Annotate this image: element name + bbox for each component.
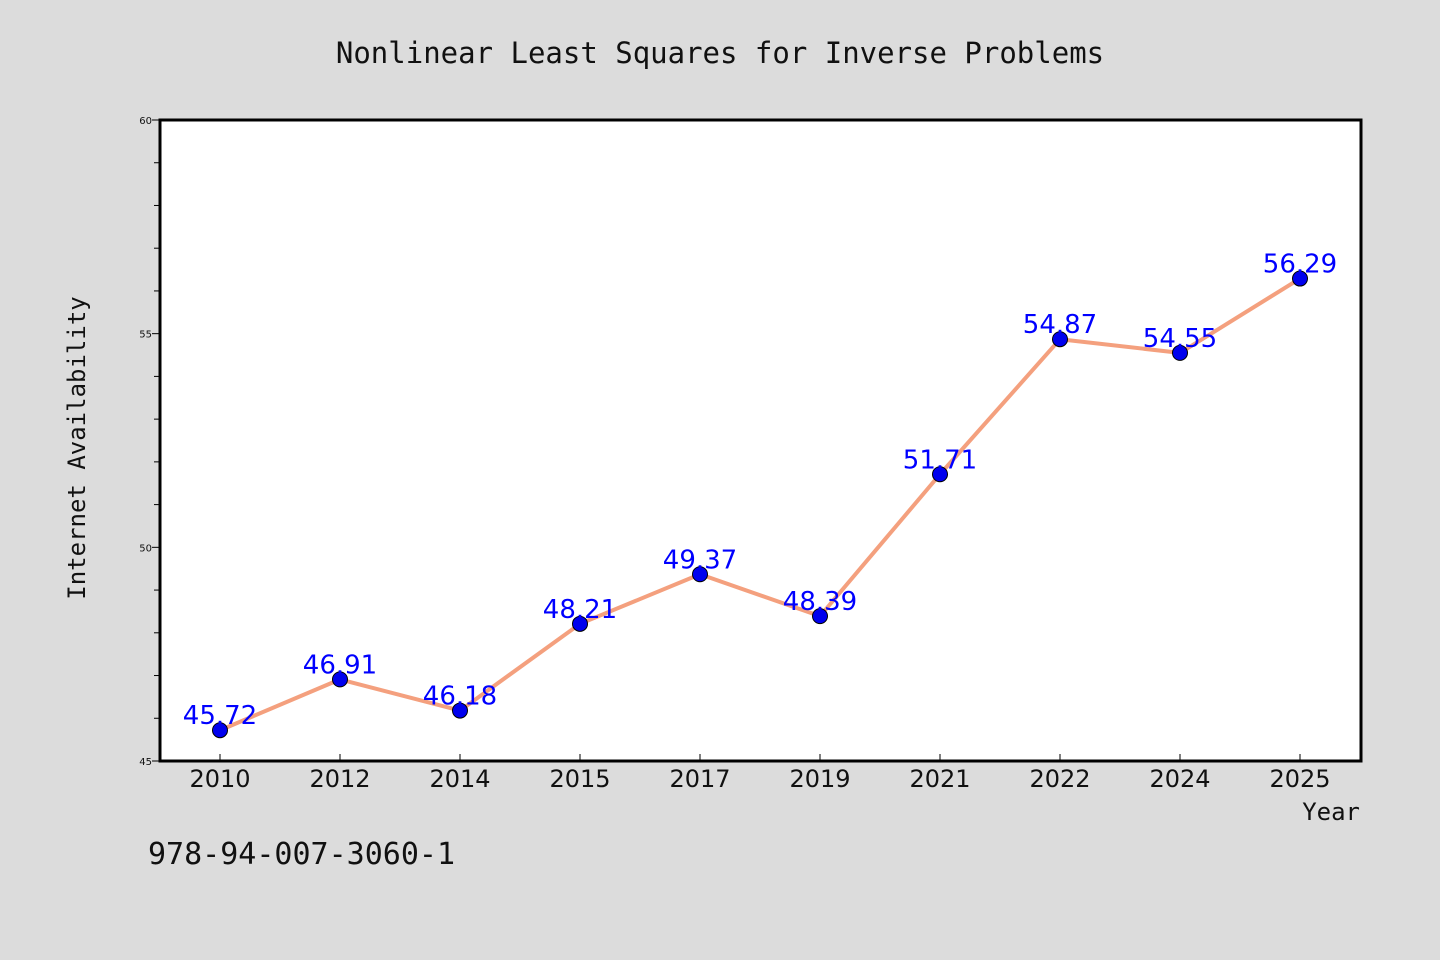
data-label: 56.29	[1263, 250, 1337, 280]
x-tick-label: 2015	[549, 765, 610, 793]
y-tick-label: 60	[139, 116, 152, 127]
y-tick-label: 55	[139, 330, 152, 341]
y-axis-ticks: 45 50 55 60	[139, 116, 160, 768]
data-point	[1052, 331, 1068, 348]
data-point	[212, 722, 228, 739]
x-tick-label: 2025	[1269, 765, 1330, 793]
data-labels: 45.72 46.91 46.18 48.21 49.37 48.39 51.71 54.87…	[183, 250, 1337, 732]
data-point	[1172, 344, 1188, 361]
x-tick-label: 2024	[1149, 765, 1210, 793]
x-tick-label: 2022	[1029, 765, 1090, 793]
x-axis-ticks: 2010 2012 2014 2015 2017 2019 2021 2022 2024 2025	[189, 754, 1331, 793]
data-label: 49.37	[663, 545, 737, 575]
data-label: 46.18	[423, 682, 497, 712]
x-tick-label: 2014	[429, 765, 490, 793]
data-point	[332, 671, 348, 688]
x-axis-label: Year	[1302, 798, 1360, 826]
data-label: 51.71	[903, 445, 977, 475]
data-markers	[212, 270, 1308, 739]
data-point	[692, 566, 708, 583]
series-line-group	[219, 276, 1302, 733]
x-tick-label: 2021	[909, 765, 970, 793]
plot-area	[158, 118, 1363, 763]
data-label: 54.87	[1023, 310, 1097, 340]
y-tick-label: 50	[139, 543, 152, 554]
data-label: 48.21	[543, 595, 617, 625]
data-point	[1292, 270, 1308, 287]
isbn-text: 978-94-007-3060-1	[148, 837, 455, 872]
data-label: 46.91	[303, 650, 377, 680]
x-tick-label: 2017	[669, 765, 730, 793]
y-tick-label: 45	[139, 757, 152, 768]
data-point	[452, 702, 468, 719]
data-point	[572, 615, 588, 632]
x-tick-label: 2010	[189, 765, 250, 793]
x-tick-label: 2012	[309, 765, 370, 793]
data-label: 48.39	[783, 587, 857, 617]
data-label: 54.55	[1143, 324, 1217, 354]
series-line	[219, 276, 1302, 733]
y-axis-label: Internet Availability	[63, 296, 91, 599]
data-point	[812, 608, 828, 625]
x-tick-label: 2019	[789, 765, 850, 793]
data-label: 45.72	[183, 701, 257, 731]
chart-title: Nonlinear Least Squares for Inverse Prob…	[336, 36, 1104, 70]
data-point	[932, 466, 948, 483]
